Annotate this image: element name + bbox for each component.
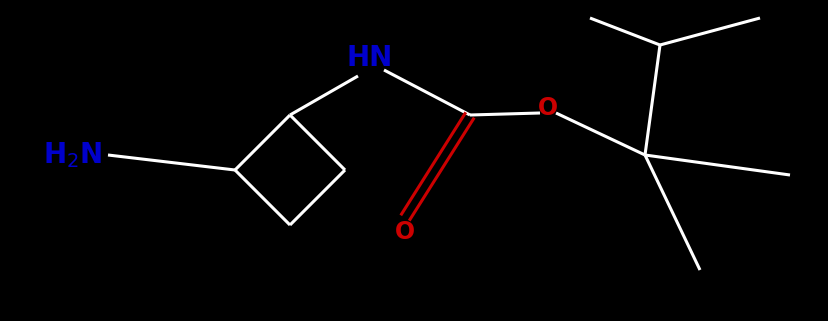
Text: O: O: [537, 96, 557, 120]
Text: HN: HN: [346, 44, 392, 72]
Text: O: O: [394, 220, 415, 244]
Text: H$_2$N: H$_2$N: [43, 140, 102, 170]
